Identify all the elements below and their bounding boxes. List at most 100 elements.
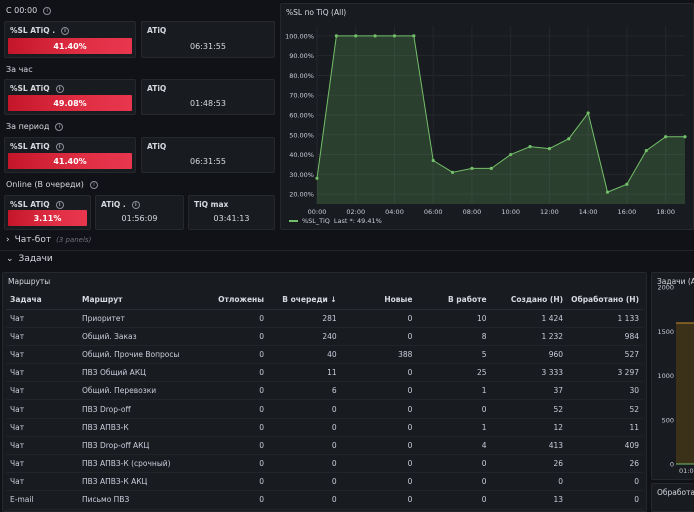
x-tick-label: 01:0: [679, 467, 694, 475]
y-tick-label: 70.00%: [289, 92, 314, 100]
section-period-label: За период i: [6, 122, 64, 131]
stat-since-sl-panel: %SL ATiQ .i 41.40%: [4, 21, 136, 58]
table-cell: 1: [416, 418, 491, 437]
column-header[interactable]: Обработано (Н): [567, 291, 643, 310]
data-point: [683, 135, 687, 139]
table-cell: 1 232: [490, 327, 568, 346]
table-row[interactable]: Чат Общий. Заказ 0 240 0 8 1 232 984: [6, 327, 643, 346]
processed-panel: Обработано: [651, 483, 694, 512]
table-cell: 0: [268, 436, 341, 456]
table-cell: 1 133: [567, 309, 643, 328]
routes-panel: Маршруты Задача Маршрут Отложены В очереди …: [2, 272, 647, 512]
table-cell: 1 424: [490, 309, 568, 328]
table-row[interactable]: Чат ПВЗ Общий АКЦ 0 11 0 25 3 333 3 297: [6, 363, 643, 383]
table-row[interactable]: Чат Общий. Прочие Вопросы 0 40 388 5 960 527: [6, 345, 643, 365]
table-cell: 6: [268, 381, 341, 401]
info-icon[interactable]: i: [131, 200, 140, 209]
column-header[interactable]: Создано (Н): [490, 291, 568, 310]
table-cell: 0: [192, 309, 268, 328]
data-point: [334, 34, 338, 38]
table-cell: 0: [340, 363, 417, 383]
table-cell: 26: [567, 454, 643, 474]
table-cell: ПВЗ Общий АКЦ: [77, 363, 193, 383]
info-icon[interactable]: i: [61, 26, 70, 35]
data-point: [489, 166, 493, 170]
table-row[interactable]: E-mail Письмо ПВЗ 0 0 0 0 13 0: [6, 490, 643, 510]
processed-title: Обработано: [657, 488, 694, 497]
data-point: [567, 137, 571, 141]
table-cell: 12: [490, 418, 568, 437]
tasks-chart-title: Задачи (All: [657, 277, 694, 286]
table-cell: ПВЗ АПВЗ-К: [77, 418, 193, 437]
section-online-label: Online (В очереди) i: [6, 180, 98, 189]
y-tick-label: 90.00%: [289, 52, 314, 60]
row-tasks[interactable]: ⌄ Задачи: [6, 254, 53, 264]
x-tick-label: 18:00: [656, 208, 675, 216]
chart-legend[interactable]: %SL_TiQ Last *: 49.41%: [289, 217, 382, 225]
column-header[interactable]: Отложены: [192, 291, 268, 310]
table-row[interactable]: Чат ПВЗ АПВЗ-К АКЦ 0 0 0 0 0 0: [6, 472, 643, 492]
table-cell: 413: [490, 436, 568, 456]
table-cell: 4: [416, 436, 491, 456]
series-area: [317, 35, 685, 205]
info-icon[interactable]: i: [55, 122, 64, 131]
chart-title: %SL по TiQ (All): [286, 8, 347, 17]
column-header[interactable]: В очереди ↓: [268, 291, 341, 310]
table-cell: Общий. Заказ: [77, 327, 193, 346]
stat-online-tiq-panel: TiQ max 03:41:13: [188, 195, 275, 230]
table-row[interactable]: Чат ПВЗ АПВЗ-К (срочный) 0 0 0 0 26 26: [6, 454, 643, 474]
table-cell: Чат: [6, 327, 78, 346]
data-point: [315, 176, 319, 180]
table-cell: 26: [490, 454, 568, 474]
table-row[interactable]: Чат ПВЗ Drop-off АКЦ 0 0 0 4 413 409: [6, 436, 643, 456]
table-cell: ПВЗ Drop-off: [77, 399, 193, 419]
table-cell: 1: [416, 381, 491, 401]
y-tick-label: 30.00%: [289, 171, 314, 179]
table-cell: 0: [340, 399, 417, 419]
stat-period-sl-panel: %SL ATiQ i 41.40%: [4, 137, 136, 173]
table-cell: ПВЗ АПВЗ-К АКЦ: [77, 472, 193, 492]
data-point: [528, 145, 532, 149]
column-header[interactable]: В работе: [416, 291, 491, 310]
table-cell: 0: [192, 436, 268, 456]
table-row[interactable]: Чат ПВЗ Drop-off 0 0 0 0 52 52: [6, 399, 643, 419]
table-row[interactable]: Чат Общий. Перевозки 0 6 0 1 37 30: [6, 381, 643, 401]
table-row[interactable]: Чат ПВЗ АПВЗ-К 0 0 0 1 12 11: [6, 418, 643, 437]
table-cell: Чат: [6, 345, 78, 365]
info-icon[interactable]: i: [55, 142, 64, 151]
table-cell: 0: [192, 327, 268, 346]
data-point: [586, 111, 590, 115]
x-tick-label: 12:00: [540, 208, 559, 216]
stat-value: 06:31:55: [190, 41, 226, 51]
info-icon[interactable]: i: [89, 180, 98, 189]
table-cell: 0: [340, 490, 417, 510]
data-point: [547, 147, 552, 151]
column-header[interactable]: Новые: [340, 291, 417, 310]
table-cell: 3 297: [567, 363, 643, 383]
stat-hour-atiq-panel: ATiQ 01:48:53: [141, 79, 275, 115]
row-chatbot[interactable]: › Чат-бот (3 panels): [6, 235, 92, 245]
y-tick-label: 500: [662, 416, 674, 424]
table-cell: 0: [340, 418, 417, 437]
data-point: [509, 152, 513, 157]
table-cell: 0: [416, 490, 491, 510]
sl-chart-panel: %SL по TiQ (All) 100.00% 90.00% 80.00% 70.0…: [280, 3, 694, 230]
table-cell: 40: [268, 345, 341, 365]
table-cell: 10: [416, 309, 491, 328]
stat-hour-sl-panel: %SL ATiQ i 49.08%: [4, 79, 136, 115]
info-icon[interactable]: i: [55, 200, 64, 209]
table-cell: Чат: [6, 381, 78, 401]
x-tick-label: 02:00: [346, 208, 365, 216]
x-tick-label: 00:00: [308, 208, 327, 216]
column-header[interactable]: Маршрут: [77, 291, 193, 310]
data-point: [625, 182, 629, 186]
info-icon[interactable]: i: [55, 84, 64, 93]
table-cell: 30: [567, 381, 643, 401]
table-cell: 0: [268, 490, 341, 510]
data-point: [431, 158, 435, 163]
column-header[interactable]: Задача: [6, 291, 78, 310]
table-cell: 52: [567, 399, 643, 419]
info-icon[interactable]: i: [43, 6, 52, 15]
table-row[interactable]: Чат Приоритет 0 281 0 10 1 424 1 133: [6, 309, 643, 328]
y-tick-label: 0: [670, 461, 674, 469]
